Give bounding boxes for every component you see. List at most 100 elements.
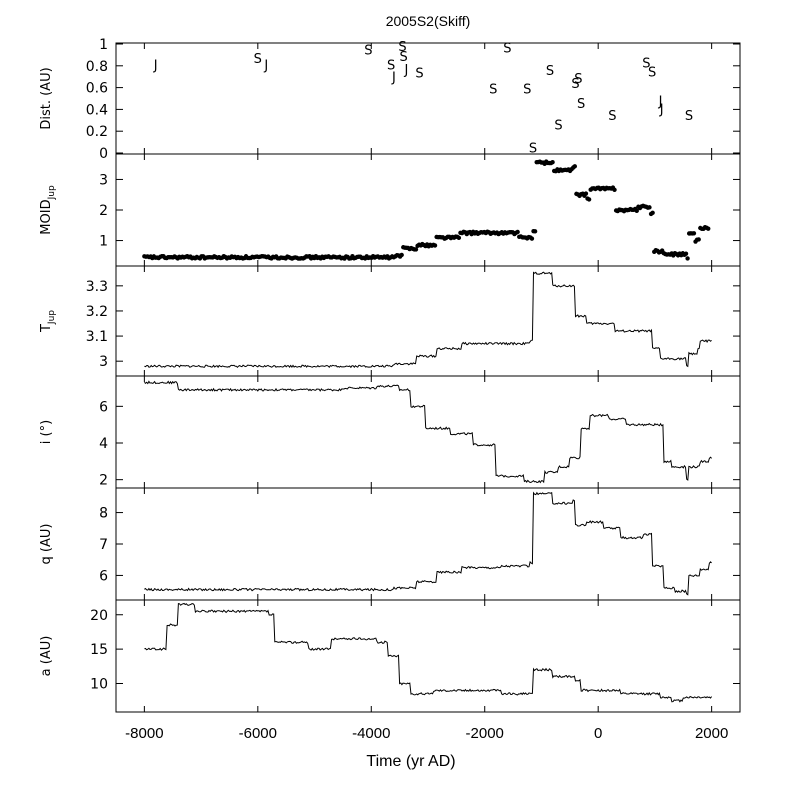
x-tick-label: -8000 — [125, 725, 163, 742]
encounter-marker: J — [404, 63, 409, 78]
encounter-marker: S — [685, 109, 693, 124]
y-tick-label: 3.3 — [86, 279, 108, 295]
encounter-marker: S — [489, 83, 497, 98]
moid-point — [696, 237, 701, 242]
encounter-marker: S — [254, 52, 262, 67]
moid-point — [683, 251, 689, 256]
series-line-a — [144, 602, 712, 703]
encounter-marker: S — [554, 119, 562, 134]
y-tick-label: 3 — [99, 172, 108, 188]
y-tick-label: 0 — [99, 146, 108, 162]
encounter-marker: S — [503, 41, 511, 56]
moid-point — [529, 236, 535, 241]
chart-title: 2005S2(Skiff) — [386, 13, 471, 29]
moid-point — [685, 256, 690, 261]
panel-frame — [115, 375, 741, 489]
y-axis-label: MOIDJup — [39, 185, 57, 235]
panel-tjup: 3 3.1 3.2 3.3 TJup — [39, 265, 741, 377]
encounter-marker: S — [608, 109, 616, 124]
moid-point — [456, 235, 462, 241]
y-tick-label: 3.1 — [86, 329, 108, 345]
series-line-q — [144, 491, 712, 596]
y-axis-label-subscript: Jup — [47, 185, 57, 200]
series-line-incl — [144, 380, 712, 484]
y-tick-label: 2 — [99, 203, 108, 219]
y-tick-label: 8 — [99, 506, 108, 522]
moid-point — [706, 226, 711, 231]
moid-point — [647, 205, 652, 210]
y-tick-label: 6 — [99, 568, 108, 584]
moid-point — [432, 243, 438, 248]
moid-point — [550, 160, 555, 165]
moid-point — [572, 164, 578, 169]
y-tick-label: 1 — [99, 37, 108, 53]
moid-point — [532, 229, 538, 234]
y-tick-label: 0.8 — [86, 59, 108, 75]
moid-point — [515, 229, 520, 235]
encounter-marker: J — [391, 71, 396, 86]
moid-point — [612, 187, 617, 192]
panel-a: 10 15 20 a (AU) — [39, 599, 741, 713]
y-tick-label: 4 — [99, 436, 108, 452]
y-axis-label: TJup — [39, 310, 57, 333]
moid-point — [691, 231, 697, 236]
encounter-marker: S — [399, 50, 407, 65]
panel-q: 6 7 8 q (AU) — [39, 487, 741, 601]
panel-frame — [115, 153, 741, 267]
encounter-marker: S — [571, 77, 579, 92]
y-tick-label: 7 — [99, 537, 108, 553]
y-tick-label: 0.4 — [86, 102, 108, 118]
encounter-marker: S — [398, 40, 406, 55]
moid-point — [583, 191, 589, 196]
panel-frame — [115, 265, 741, 377]
encounter-marker: S — [364, 43, 372, 58]
x-tick-label: -2000 — [466, 725, 504, 742]
encounter-marker: J — [659, 102, 664, 117]
encounter-marker: S — [546, 64, 554, 79]
moid-point — [413, 247, 419, 252]
y-axis-label: Dist. (AU) — [39, 67, 54, 129]
y-tick-label: 10 — [90, 677, 108, 693]
panel-frame — [115, 487, 741, 601]
encounter-marker: S — [387, 59, 395, 74]
y-tick-label: 15 — [90, 642, 108, 658]
moid-point — [634, 208, 639, 214]
encounter-marker: J — [153, 59, 158, 74]
y-tick-label: 3 — [99, 354, 108, 370]
moid-point — [650, 210, 655, 215]
encounter-marker: S — [529, 142, 537, 157]
x-tick-label: 2000 — [695, 725, 728, 742]
y-axis-label: a (AU) — [39, 636, 54, 677]
panel-incl: 2 4 6 i (°) — [39, 375, 741, 489]
y-tick-label: 0.6 — [86, 81, 108, 97]
y-axis-label-subscript: Jup — [47, 310, 57, 325]
moid-point — [399, 252, 404, 258]
y-axis-label: i (°) — [39, 420, 54, 444]
encounter-marker: S — [574, 72, 582, 87]
y-tick-label: 2 — [99, 473, 108, 489]
x-tick-label: -6000 — [239, 725, 277, 742]
panel-moid: 1 2 3 MOIDJup — [39, 153, 741, 267]
x-tick-label: 0 — [594, 725, 602, 742]
y-tick-label: 6 — [99, 399, 108, 415]
y-tick-label: 3.2 — [86, 304, 108, 320]
y-axis-label: q (AU) — [39, 524, 54, 565]
y-tick-label: 20 — [90, 608, 108, 624]
y-tick-label: 0.2 — [86, 124, 108, 140]
x-axis: -8000 -6000 -4000 -2000 0 2000 — [125, 725, 728, 742]
y-tick-label: 1 — [99, 234, 108, 250]
x-tick-label: -4000 — [352, 725, 390, 742]
encounter-marker: S — [577, 97, 585, 112]
x-axis-label: Time (yr AD) — [366, 753, 455, 770]
encounter-marker: J — [658, 95, 663, 110]
encounter-marker: S — [648, 65, 656, 80]
encounter-marker: J — [263, 59, 268, 74]
panel-frame — [115, 599, 741, 713]
encounter-marker: S — [415, 66, 423, 81]
moid-point — [586, 197, 592, 202]
series-line-tjup — [144, 271, 712, 369]
encounter-marker: S — [642, 57, 650, 72]
